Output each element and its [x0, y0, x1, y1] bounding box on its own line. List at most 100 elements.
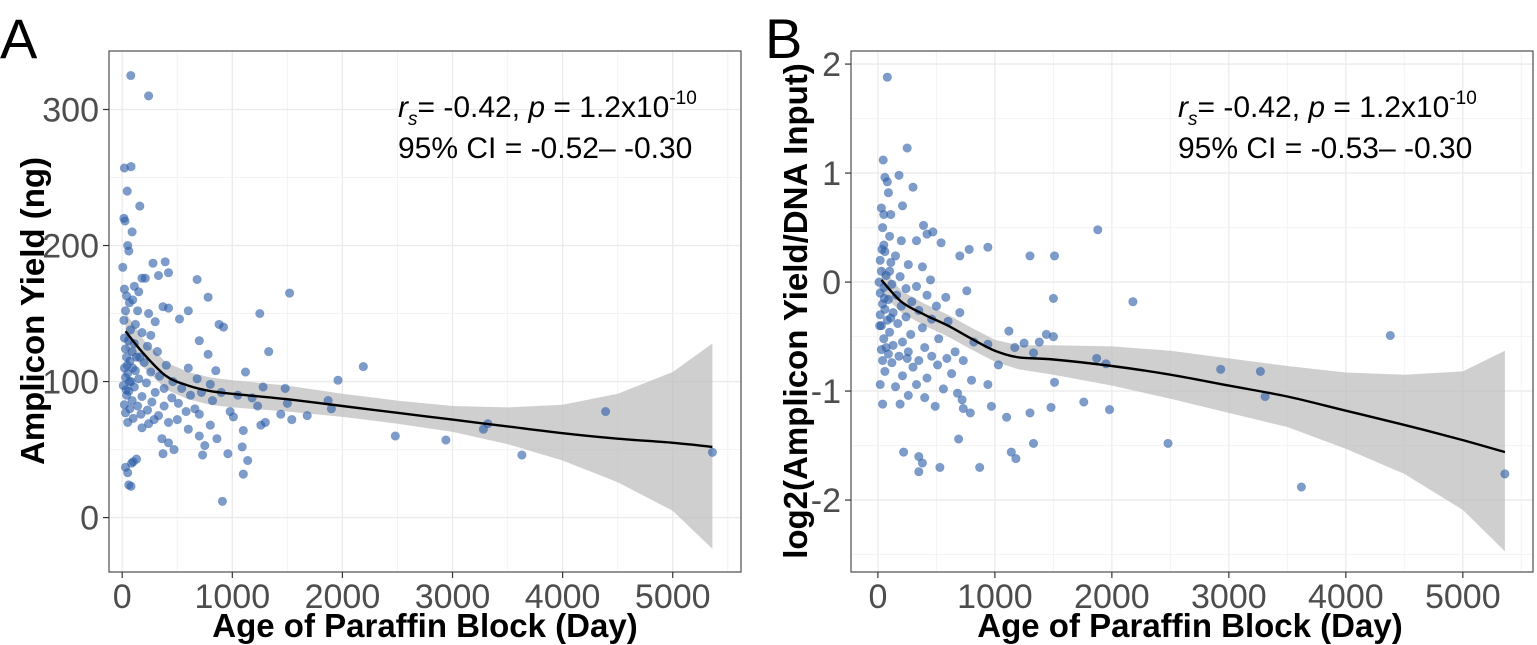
panel-b-data-point — [975, 462, 985, 473]
panel-b-data-point — [918, 220, 929, 230]
panel-a-data-point — [153, 270, 164, 281]
panel-b-data-point — [875, 321, 885, 331]
panel-a-data-point — [134, 374, 144, 384]
panel-b-data-point — [880, 366, 890, 377]
panel-b-data-point — [1004, 326, 1014, 336]
panel-a-data-point — [223, 449, 233, 459]
panel-a-data-point — [134, 287, 144, 297]
panel-b-p-exponent: -10 — [1449, 88, 1476, 109]
panel-b-data-point — [884, 231, 895, 241]
panel-a-data-point — [141, 378, 151, 388]
panel-b-data-point — [1128, 297, 1138, 307]
panel-b-data-point — [877, 223, 888, 233]
panel-b-data-point — [922, 229, 932, 239]
panel-a-data-point — [185, 390, 196, 400]
panel-b-data-point — [934, 334, 944, 344]
panel-b-data-point — [877, 399, 888, 409]
panel-a-x-tick-label: 0 — [113, 578, 132, 616]
panel-b-data-point — [897, 201, 908, 211]
panel-a-data-point — [260, 417, 270, 428]
panel-a-p-label: p — [527, 91, 545, 124]
panel-b-data-point — [878, 155, 888, 165]
panel-b-data-point — [925, 275, 936, 285]
panel-a-data-point — [212, 434, 222, 444]
panel-a-data-point — [148, 258, 158, 268]
panel-a-data-point — [169, 445, 179, 455]
panel-b-data-point — [877, 355, 888, 366]
panel-b-y-tick-label: 1 — [822, 155, 841, 193]
panel-a-data-point — [167, 393, 177, 403]
panel-b-p-label: p — [1307, 91, 1325, 124]
panel-b-data-point — [1011, 454, 1021, 464]
panel-a-data-point — [124, 246, 134, 256]
panel-b-data-point — [879, 293, 889, 304]
panel-b-data-point — [941, 292, 951, 302]
panel-a-data-point — [137, 423, 147, 433]
panel-b-data-point — [1163, 438, 1173, 449]
panel-a-data-point — [243, 455, 253, 466]
panel-a-data-point — [147, 397, 157, 407]
panel-a-data-point — [120, 216, 130, 226]
panel-a-data-point — [139, 357, 149, 368]
panel-a-data-point — [144, 91, 154, 101]
panel-a-data-point — [600, 406, 611, 417]
panel-b-data-point — [914, 355, 924, 366]
panel-b-data-point — [927, 351, 937, 361]
panel-a-data-point — [194, 431, 204, 441]
panel-b-data-point — [902, 143, 912, 153]
panel-b-data-point — [902, 353, 912, 364]
panel-a-data-point — [181, 406, 191, 417]
panel-a-data-point — [150, 317, 160, 327]
panel-b-data-point — [908, 182, 918, 192]
panel-b-data-point — [898, 447, 909, 457]
panel-a-data-point — [163, 417, 174, 428]
panel-a-y-tick-label: 300 — [42, 91, 99, 129]
panel-a-data-point — [135, 201, 145, 211]
panel-b-data-point — [1500, 469, 1510, 479]
panel-a-data-point — [287, 415, 297, 425]
panel-b-data-point — [1093, 225, 1103, 235]
panel-a-p-value: = 1.2x10 — [545, 91, 669, 124]
panel-a-data-point — [146, 367, 156, 377]
panel-a-data-point — [160, 257, 170, 267]
panel-b-data-point — [930, 401, 940, 411]
panel-a-data-point — [159, 383, 169, 394]
panel-a-r-value: = -0.42, — [418, 91, 529, 124]
panel-b-data-point — [1049, 251, 1060, 261]
panel-a-data-point — [218, 322, 229, 332]
panel-b-r-subscript: s — [1188, 109, 1198, 130]
panel-a-stat-annotation: rs= -0.42, p = 1.2x10-10 — [398, 88, 697, 130]
panel-b-data-point — [986, 401, 997, 411]
panel-b-data-point — [950, 347, 960, 357]
panel-a-data-point — [198, 450, 208, 460]
panel-b-data-point — [1079, 397, 1089, 407]
panel-b-y-tick-label: 2 — [822, 46, 841, 84]
panel-a-data-point — [302, 411, 312, 421]
panel-a-data-point — [333, 375, 343, 385]
panel-b-data-point — [920, 393, 930, 403]
panel-a-x-ticks: 0 1000 2000 3000 4000 5000 — [113, 572, 711, 616]
panel-b-data-point — [895, 399, 905, 409]
panel-a-data-point — [150, 387, 160, 398]
panel-a-data-point — [255, 308, 265, 319]
panel-b-data-point — [901, 312, 911, 322]
panel-a-data-point — [173, 398, 183, 408]
panel-a-data-point — [123, 468, 133, 478]
panel-b-data-point — [879, 334, 889, 344]
panel-b-data-point — [1028, 438, 1039, 449]
panel-a-data-point — [137, 391, 147, 402]
panel-b-data-point — [1025, 251, 1035, 261]
panel-a-data-point — [264, 347, 274, 357]
panel-b-x-tick-label: 4000 — [1308, 578, 1384, 616]
panel-a-data-point — [163, 438, 174, 448]
panel-a-x-tick-label: 5000 — [635, 578, 711, 616]
panel-a-data-point — [123, 417, 133, 428]
panel-b-data-point — [895, 272, 905, 282]
panel-b-data-point — [957, 395, 967, 405]
panel-b-fit-curve — [880, 279, 1506, 454]
panel-a-data-point — [133, 306, 143, 316]
panel-a-data-point — [140, 273, 150, 283]
panel-a-data-point — [205, 379, 215, 389]
panel-a-p-exponent: -10 — [669, 88, 696, 109]
